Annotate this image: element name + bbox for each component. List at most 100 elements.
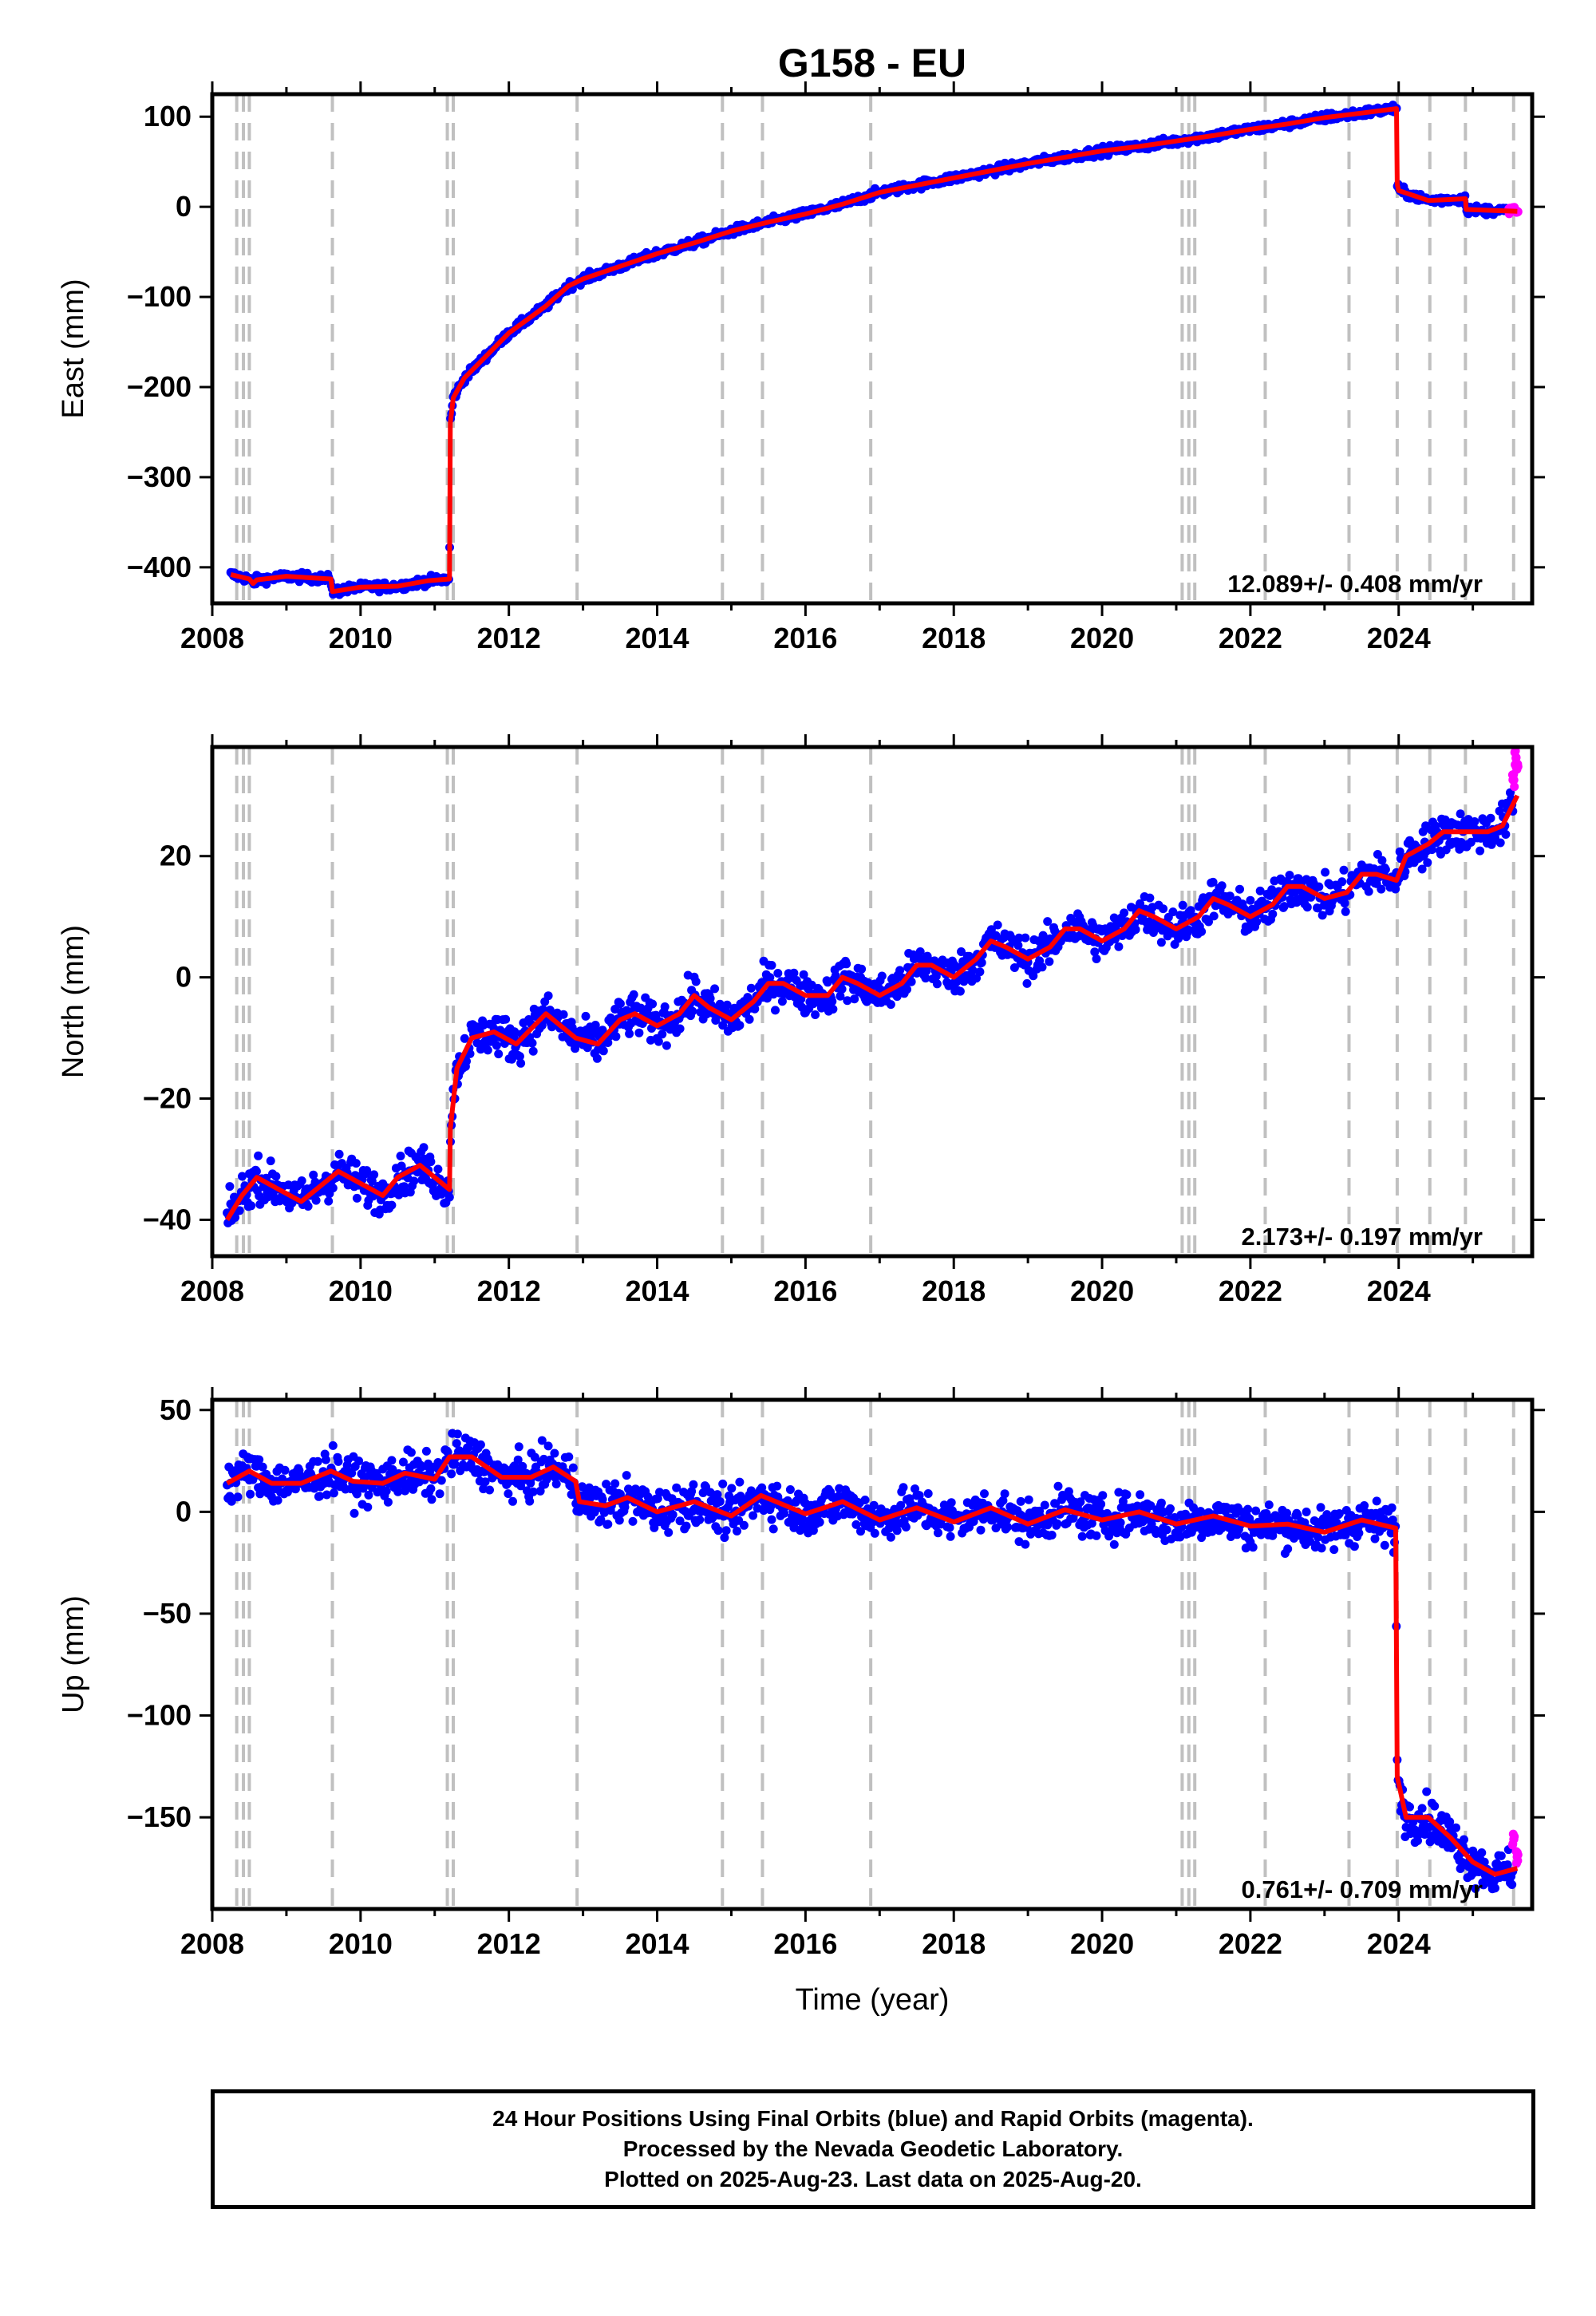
final-orbit-point — [629, 990, 638, 999]
final-orbit-point — [998, 1496, 1008, 1505]
final-orbit-point — [247, 1201, 256, 1211]
final-orbit-point — [266, 1156, 275, 1166]
final-orbit-point — [350, 1508, 359, 1518]
final-orbit-point — [1204, 917, 1213, 927]
y-tick-label: −100 — [127, 280, 192, 313]
final-orbit-point — [1413, 1836, 1422, 1845]
panel-1: 2008 2010 2012 2014 2016 2018 2020 2022 2024 −400… — [57, 81, 1545, 654]
x-tick-label: 2016 — [773, 1275, 837, 1307]
final-orbit-point — [945, 1523, 954, 1532]
final-orbit-point — [1317, 911, 1327, 920]
final-orbit-point — [664, 1528, 674, 1537]
model-fit-line — [226, 1454, 1519, 1877]
final-orbit-point — [1248, 1543, 1258, 1552]
final-orbit-point — [1021, 1539, 1030, 1549]
x-tick-label: 2022 — [1219, 1275, 1282, 1307]
final-orbit-point — [886, 1532, 895, 1542]
final-orbit-point — [1029, 971, 1038, 981]
final-orbit-point — [675, 1024, 685, 1034]
final-orbit-point — [828, 997, 837, 1006]
final-orbit-point — [792, 1496, 801, 1506]
final-orbit-point — [1183, 925, 1193, 935]
final-orbit-point — [777, 997, 787, 1006]
final-orbit-point — [773, 969, 783, 978]
final-orbit-point — [749, 1511, 758, 1520]
final-orbit-point — [419, 1143, 429, 1152]
final-orbit-point — [1373, 850, 1382, 859]
y-tick-label: −400 — [127, 551, 192, 583]
final-orbit-point — [1340, 899, 1349, 908]
final-orbit-point — [364, 1490, 373, 1500]
final-orbit-point — [354, 1456, 364, 1466]
final-orbit-point — [860, 1496, 870, 1504]
final-orbit-point — [516, 1058, 526, 1068]
final-orbit-point — [660, 1002, 670, 1011]
final-orbit-point — [1043, 917, 1053, 927]
final-orbit-point — [1423, 858, 1432, 868]
final-orbit-point — [1476, 846, 1485, 856]
rate-annotation: 12.089+/- 0.408 mm/yr — [1227, 570, 1483, 598]
final-orbit-point — [1092, 954, 1101, 963]
final-orbit-point — [968, 966, 978, 975]
final-orbit-point — [1252, 917, 1262, 927]
x-tick-label: 2008 — [180, 1275, 244, 1307]
final-orbit-point — [1037, 962, 1047, 972]
final-orbit-point — [388, 1464, 397, 1474]
final-orbit-point — [251, 1167, 261, 1176]
final-orbit-point — [955, 986, 965, 996]
final-orbit-point — [1314, 882, 1324, 891]
final-orbit-point — [915, 947, 925, 956]
final-orbit-point — [1452, 1823, 1460, 1832]
plot-area — [223, 1400, 1523, 1909]
final-orbit-point — [1264, 1500, 1274, 1510]
final-orbit-point — [528, 1487, 538, 1496]
final-orbit-point — [681, 1521, 691, 1531]
final-orbit-point — [713, 1490, 722, 1500]
final-orbit-point — [1051, 1499, 1061, 1508]
final-orbit-point — [722, 1000, 732, 1010]
final-orbit-point — [628, 1516, 638, 1526]
final-orbit-point — [980, 1489, 989, 1499]
final-orbit-point — [903, 985, 911, 994]
final-orbit-point — [1168, 907, 1178, 917]
final-orbit-point — [622, 1471, 631, 1480]
plot-frame — [210, 92, 1535, 606]
final-orbit-point — [315, 1492, 325, 1501]
final-orbit-point — [1114, 942, 1124, 951]
final-orbit-point — [1045, 957, 1054, 966]
final-orbit-point — [1096, 1500, 1106, 1509]
y-tick-label: −150 — [127, 1800, 192, 1833]
final-orbit-point — [1136, 899, 1145, 908]
final-orbit-point — [550, 1448, 559, 1458]
final-orbit-point — [1235, 884, 1244, 894]
final-orbit-point — [1479, 1880, 1488, 1890]
rapid-orbit-point — [1509, 775, 1519, 785]
final-orbit-point — [1246, 895, 1255, 905]
final-orbit-point — [1471, 1884, 1480, 1893]
final-orbit-point — [1120, 908, 1129, 918]
final-orbit-point — [1293, 1510, 1302, 1520]
final-orbit-point — [246, 1489, 255, 1499]
final-orbit-point — [799, 970, 808, 979]
final-orbit-point — [409, 1176, 419, 1186]
final-orbit-point — [765, 973, 775, 982]
final-orbit-point — [1159, 904, 1168, 914]
final-orbit-point — [975, 967, 985, 977]
final-orbit-point — [1456, 809, 1465, 819]
y-tick-label: 0 — [176, 190, 192, 223]
final-orbit-point — [1354, 1528, 1364, 1538]
panels: 2008 2010 2012 2014 2016 2018 2020 2022 2024−400… — [57, 81, 1545, 1960]
rate-annotation: 0.761+/- 0.709 mm/yr — [1242, 1875, 1483, 1903]
final-orbit-point — [598, 1046, 608, 1056]
final-orbit-point — [528, 1046, 538, 1056]
final-orbit-point — [1306, 892, 1316, 902]
final-orbit-point — [654, 1037, 663, 1046]
final-orbit-point — [1022, 978, 1032, 988]
final-orbit-point — [1317, 1543, 1326, 1553]
final-orbit-point — [721, 1526, 731, 1535]
final-orbit-point — [614, 1516, 624, 1525]
final-orbit-point — [1314, 1532, 1323, 1542]
final-orbit-point — [1189, 1503, 1198, 1512]
final-orbit-point — [1166, 1504, 1175, 1513]
